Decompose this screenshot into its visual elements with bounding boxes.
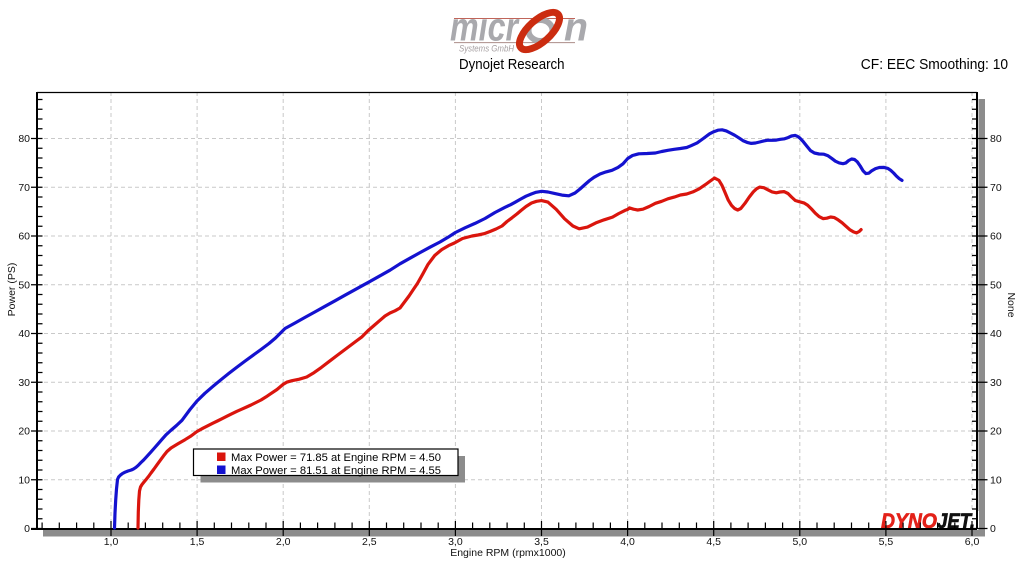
svg-text:n: n (564, 6, 588, 50)
svg-text:80: 80 (18, 133, 30, 145)
svg-text:0: 0 (24, 523, 30, 535)
svg-text:1,5: 1,5 (190, 536, 205, 548)
svg-text:Max Power = 71.85 at Engine RP: Max Power = 71.85 at Engine RPM = 4.50 (231, 452, 441, 464)
svg-text:0: 0 (990, 523, 996, 535)
svg-text:30: 30 (18, 377, 30, 389)
svg-text:2,0: 2,0 (276, 536, 291, 548)
svg-text:20: 20 (18, 426, 30, 438)
svg-text:20: 20 (990, 426, 1002, 438)
svg-text:5,0: 5,0 (792, 536, 807, 548)
svg-text:30: 30 (990, 377, 1002, 389)
svg-text:80: 80 (990, 133, 1002, 145)
svg-text:Max Power = 81.51 at Engine RP: Max Power = 81.51 at Engine RPM = 4.55 (231, 465, 441, 477)
svg-text:60: 60 (990, 231, 1002, 243)
svg-text:50: 50 (18, 279, 30, 291)
svg-text:JET.: JET. (937, 510, 975, 533)
svg-text:5,5: 5,5 (879, 536, 894, 548)
svg-text:mıcr: mıcr (450, 6, 520, 50)
svg-text:1,0: 1,0 (104, 536, 119, 548)
svg-text:Systems GmbH: Systems GmbH (459, 44, 514, 54)
svg-text:6,0: 6,0 (965, 536, 980, 548)
svg-text:70: 70 (990, 182, 1002, 194)
svg-text:10: 10 (18, 474, 30, 486)
svg-text:70: 70 (18, 182, 30, 194)
svg-text:40: 40 (18, 328, 30, 340)
svg-text:4,0: 4,0 (620, 536, 635, 548)
svg-text:3,0: 3,0 (448, 536, 463, 548)
svg-text:40: 40 (990, 328, 1002, 340)
svg-text:Engine RPM (rpmx1000): Engine RPM (rpmx1000) (450, 547, 566, 559)
svg-text:DYNO: DYNO (881, 510, 937, 533)
svg-text:10: 10 (990, 474, 1002, 486)
svg-text:None: None (1005, 292, 1017, 317)
svg-text:60: 60 (18, 231, 30, 243)
svg-text:2,5: 2,5 (362, 536, 377, 548)
svg-text:Power (PS): Power (PS) (6, 263, 18, 317)
svg-text:50: 50 (990, 279, 1002, 291)
svg-text:4,5: 4,5 (706, 536, 721, 548)
svg-text:3,5: 3,5 (534, 536, 549, 548)
